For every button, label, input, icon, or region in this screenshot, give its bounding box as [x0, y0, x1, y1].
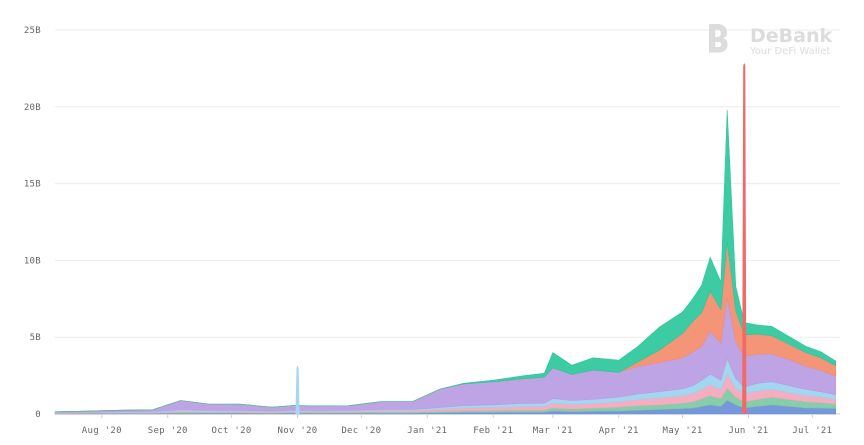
x-tick-label: Nov '20 — [278, 426, 318, 436]
watermark-brand: DeBank — [750, 25, 832, 47]
x-tick-label: May '21 — [663, 426, 703, 436]
x-tick-label: Feb '21 — [473, 426, 513, 436]
spike-1 — [742, 63, 747, 415]
x-tick-label: Jun '21 — [729, 426, 769, 436]
x-tick-label: Apr '21 — [599, 426, 639, 436]
y-tick-label: 25B — [24, 26, 41, 36]
x-tick-label: Aug '20 — [82, 426, 122, 436]
spike-0 — [295, 365, 300, 414]
y-tick-label: 20B — [24, 103, 41, 113]
spike-series — [295, 63, 747, 415]
y-tick-label: 10B — [24, 256, 41, 266]
stacked-area-series — [54, 109, 836, 415]
area-series-6 — [54, 109, 836, 413]
x-tick-label: Dec '20 — [341, 426, 381, 436]
y-tick-label: 5B — [30, 333, 41, 343]
y-axis: 0 5B 10B 15B 20B 25B — [24, 26, 41, 420]
watermark-tagline: Your DeFi Wallet — [749, 46, 830, 57]
x-tick-label: Jul '21 — [792, 426, 832, 436]
x-tick-label: Oct '20 — [212, 426, 252, 436]
x-tick-label: Sep '20 — [148, 426, 188, 436]
watermark: DeBank Your DeFi Wallet — [709, 24, 832, 57]
x-tick-label: Mar '21 — [533, 426, 573, 436]
debank-logo-icon — [709, 24, 728, 53]
x-tick-label: Jan '21 — [407, 426, 447, 436]
x-axis: Aug '20 Sep '20 Oct '20 Nov '20 Dec '20 Jan '… — [82, 414, 832, 436]
y-tick-label: 15B — [24, 180, 41, 190]
y-tick-label: 0 — [35, 410, 41, 420]
